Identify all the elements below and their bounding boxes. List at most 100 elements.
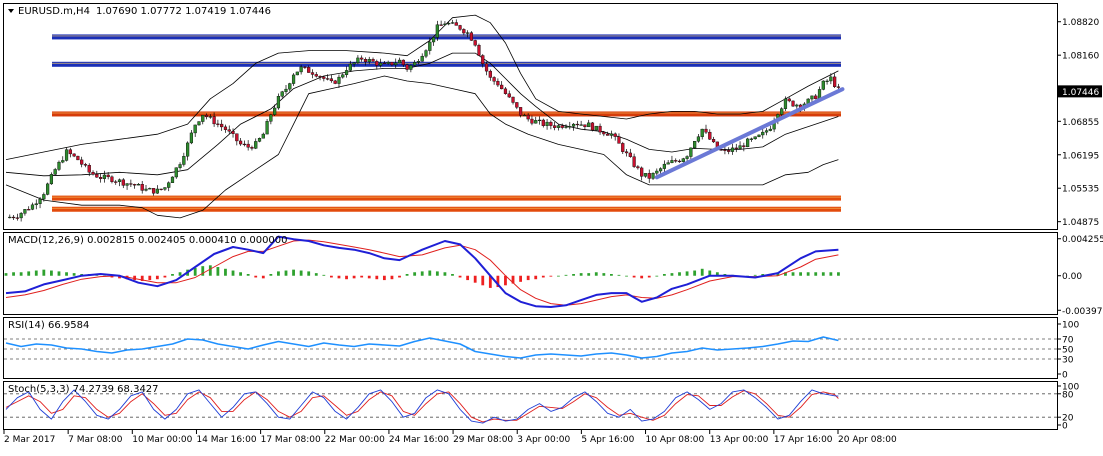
chart-menu-triangle-icon[interactable] [8, 9, 14, 13]
main-pane-frame [3, 3, 1058, 230]
rsi-pane-frame [3, 317, 1058, 379]
candle-body [344, 70, 349, 75]
price-tick-label: 1.05535 [1062, 185, 1099, 195]
candle-body [352, 62, 356, 65]
candle-body [783, 98, 788, 109]
candle-body [220, 123, 224, 128]
symbol-label: EURUSD.m,H4 [18, 6, 90, 17]
candle-body [526, 114, 530, 120]
stoch-tick-label: 80 [1062, 390, 1074, 400]
candle-body [534, 120, 538, 124]
candle-body [484, 63, 489, 72]
macd-main-line [5, 235, 839, 308]
trend-line [654, 87, 845, 180]
candle-body [746, 138, 750, 148]
candle-body [416, 61, 421, 63]
candle-body [299, 66, 303, 73]
macd-histogram-bar [307, 271, 311, 276]
candle-body [768, 128, 772, 131]
candle-body [280, 91, 284, 97]
candle-body [231, 131, 235, 134]
rsi-tick-label: 30 [1062, 356, 1074, 366]
candle-body [537, 119, 542, 122]
candle-body [670, 160, 674, 163]
macd-histogram-bar [261, 275, 265, 279]
candle-body [424, 50, 428, 57]
macd-histogram-bar [821, 272, 825, 276]
candle-body [114, 181, 118, 183]
macd-histogram-bar [670, 273, 674, 276]
candle-body [246, 143, 250, 148]
macd-histogram-bar [34, 270, 38, 276]
candle-body [791, 100, 795, 107]
candle-body [87, 165, 91, 173]
candle-body [326, 78, 330, 80]
candle-body [583, 124, 587, 128]
candle-body [711, 139, 716, 143]
candle-body [80, 159, 84, 165]
candle-body [386, 61, 390, 64]
candle-body [329, 78, 334, 82]
candle-body [693, 141, 697, 149]
macd-histogram-bar [171, 274, 174, 276]
macd-tick-label: 0.004255 [1062, 235, 1103, 245]
candle-body [322, 76, 326, 79]
candle-body [428, 41, 432, 51]
candle-body [738, 145, 742, 150]
candle-body [42, 194, 46, 200]
candle-body [447, 23, 451, 25]
macd-histogram-bar [806, 272, 810, 276]
macd-histogram-bar [473, 275, 477, 283]
candle-body [117, 179, 122, 182]
candle-body [579, 124, 583, 126]
macd-histogram-bar [647, 275, 651, 278]
candle-body [291, 74, 296, 84]
candle-body [689, 147, 693, 157]
time-tick-label: 17 Mar 08:00 [261, 435, 321, 445]
macd-histogram-bar [799, 272, 802, 276]
candle-body [64, 149, 69, 161]
candle-body [450, 22, 455, 24]
candle-body [356, 57, 360, 63]
macd-histogram-bar [708, 270, 712, 276]
candle-body [647, 173, 651, 179]
candle-body [643, 173, 648, 177]
macd-histogram-bar [57, 271, 61, 276]
candle-body [15, 217, 19, 219]
price-tick-label: 1.06195 [1062, 151, 1099, 161]
candle-body [613, 133, 617, 137]
candle-body [106, 174, 110, 178]
rsi-tick-label: 70 [1062, 336, 1074, 346]
candle-body [632, 156, 636, 167]
candle-body [833, 76, 837, 87]
macd-histogram-bar [632, 275, 636, 278]
macd-histogram-bar [352, 275, 356, 279]
macd-histogram-bar [443, 272, 447, 276]
candle-body [136, 183, 141, 186]
candle-body [159, 188, 163, 190]
candle-body [261, 133, 265, 139]
macd-histogram-bar [655, 275, 659, 277]
candle-body [587, 122, 591, 128]
macd-signal-line [5, 239, 839, 306]
macd-histogram-bar [428, 270, 432, 276]
candle-body [273, 107, 277, 115]
candle-body [30, 204, 35, 210]
candle-body [413, 62, 417, 66]
candle-body [227, 129, 231, 132]
macd-histogram-bar [345, 275, 348, 280]
macd-histogram-bar [163, 275, 167, 278]
candle-body [666, 162, 670, 165]
candle-body [674, 160, 678, 162]
candle-body [730, 147, 735, 152]
candle-body [658, 168, 663, 172]
candle-body [594, 125, 598, 131]
price-level-line [52, 111, 841, 117]
time-tick-label: 2 Mar 2017 [4, 435, 55, 445]
candle-body [68, 149, 72, 155]
macd-histogram-bar [602, 273, 606, 276]
time-tick-label: 3 Apr 00:00 [517, 435, 570, 445]
candle-body [420, 55, 424, 62]
macd-histogram-bar [504, 275, 507, 286]
